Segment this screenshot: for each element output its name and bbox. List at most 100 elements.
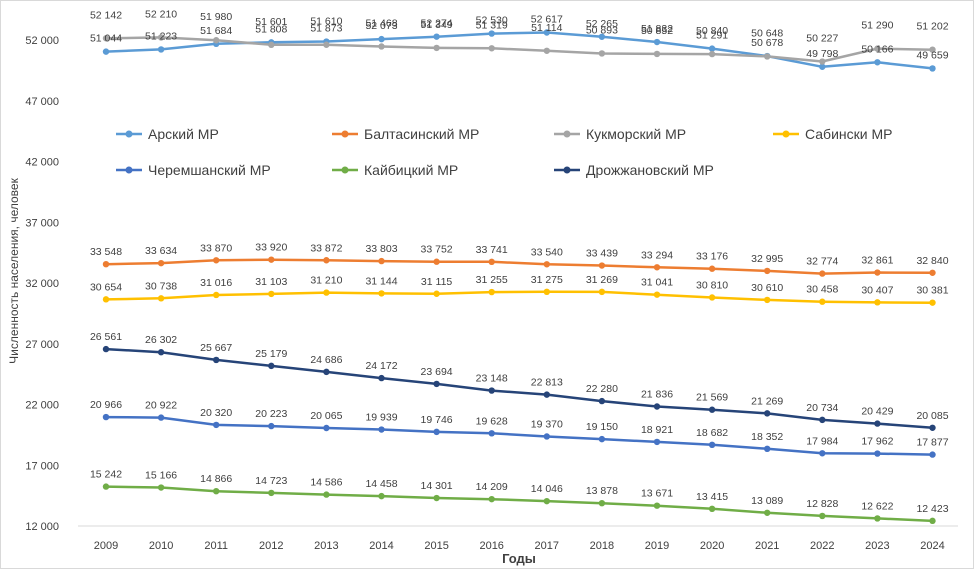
legend-label: Арский МР xyxy=(148,126,219,142)
data-label: 50 893 xyxy=(586,24,618,36)
legend-swatch-marker xyxy=(341,166,349,174)
x-tick-label: 2022 xyxy=(810,540,834,552)
data-label: 25 667 xyxy=(200,342,232,354)
legend-label: Кукморский МР xyxy=(586,126,686,142)
data-point xyxy=(653,291,661,298)
data-point xyxy=(378,257,385,265)
data-label: 12 828 xyxy=(806,498,838,510)
data-label: 32 840 xyxy=(916,255,948,267)
data-point xyxy=(268,422,275,430)
data-label: 17 962 xyxy=(861,436,893,448)
data-point xyxy=(488,30,495,37)
data-label: 13 878 xyxy=(586,485,618,497)
data-label: 19 150 xyxy=(586,421,618,433)
data-label: 20 320 xyxy=(200,407,232,419)
data-label: 32 861 xyxy=(861,255,893,267)
data-label: 13 671 xyxy=(641,488,673,500)
data-point xyxy=(653,502,661,509)
data-label: 30 381 xyxy=(916,285,948,297)
data-label: 24 172 xyxy=(365,360,397,372)
y-axis-title-group: Численность населения, человек xyxy=(7,177,21,363)
data-label: 19 628 xyxy=(476,415,508,427)
data-point xyxy=(764,267,771,275)
data-point xyxy=(213,257,220,264)
data-point xyxy=(323,41,330,48)
data-label: 51 873 xyxy=(310,23,342,35)
data-label: 14 301 xyxy=(421,480,453,492)
data-label: 15 242 xyxy=(90,469,122,481)
data-label: 23 694 xyxy=(421,366,453,378)
y-tick-label: 12 000 xyxy=(25,521,59,533)
data-label: 50 648 xyxy=(751,27,783,39)
data-point xyxy=(378,426,385,433)
data-label: 19 939 xyxy=(365,412,397,424)
data-label: 23 148 xyxy=(476,373,508,385)
data-label: 33 439 xyxy=(586,248,618,260)
data-label: 21 569 xyxy=(696,392,728,404)
data-label: 50 166 xyxy=(861,43,893,55)
data-point xyxy=(543,288,550,296)
data-point xyxy=(268,489,275,497)
series-line xyxy=(105,36,933,63)
data-point xyxy=(268,41,275,49)
y-tick-label: 32 000 xyxy=(25,278,59,290)
data-label: 31 255 xyxy=(476,274,508,286)
data-label: 51 610 xyxy=(310,16,342,28)
data-label: 33 548 xyxy=(90,246,122,258)
data-point xyxy=(653,264,661,271)
data-label: 33 294 xyxy=(641,249,673,261)
data-point xyxy=(268,362,275,370)
data-point xyxy=(323,289,330,296)
data-point xyxy=(819,63,826,70)
x-tick-label: 2019 xyxy=(645,540,669,552)
series-lines xyxy=(105,31,933,523)
data-point xyxy=(929,424,936,431)
x-tick-label: 2024 xyxy=(920,540,944,552)
data-label: 25 179 xyxy=(255,348,287,360)
data-label: 22 280 xyxy=(586,383,618,395)
data-point xyxy=(102,483,110,490)
data-point xyxy=(488,495,495,503)
data-label: 51 468 xyxy=(365,17,397,29)
data-label: 51 832 xyxy=(641,23,673,35)
x-tick-label: 2011 xyxy=(204,540,228,552)
data-point xyxy=(488,387,495,394)
data-point xyxy=(433,33,440,40)
data-point xyxy=(323,424,330,432)
data-point xyxy=(157,46,165,53)
data-point xyxy=(653,50,661,58)
data-label: 22 813 xyxy=(531,377,563,389)
data-label: 30 407 xyxy=(861,284,893,296)
legend-swatch-marker xyxy=(782,130,790,138)
data-point xyxy=(874,420,881,427)
y-tick-label: 52 000 xyxy=(25,35,59,47)
data-point xyxy=(708,505,716,513)
data-point xyxy=(874,299,881,306)
data-label: 50 840 xyxy=(696,25,728,37)
data-label: 13 089 xyxy=(751,495,783,507)
y-tick-labels: 12 000 17 000 22 000 27 000 32 000 37 000 42 0… xyxy=(25,35,59,533)
legend-label: Балтасинский МР xyxy=(364,126,479,142)
data-point xyxy=(157,484,165,491)
data-label: 20 085 xyxy=(916,410,948,422)
data-point xyxy=(708,406,716,413)
data-label: 30 738 xyxy=(145,280,177,292)
data-point xyxy=(929,517,936,525)
series-line xyxy=(105,347,933,430)
data-label: 52 073 xyxy=(365,20,397,32)
data-label: 50 852 xyxy=(641,25,673,37)
data-label: 17 877 xyxy=(916,437,948,449)
data-label: 14 866 xyxy=(200,473,232,485)
data-point xyxy=(213,291,220,299)
data-labels: 51 044 51 223 51 684 51 808 51 873 52 073 52 2… xyxy=(90,8,949,514)
data-point xyxy=(598,33,606,40)
data-point xyxy=(708,50,716,58)
y-axis-title: Численность населения, человек xyxy=(7,177,21,363)
data-label: 12 423 xyxy=(916,503,948,515)
data-point xyxy=(102,260,110,268)
data-label: 21 836 xyxy=(641,388,673,400)
data-point xyxy=(764,410,771,417)
data-label: 26 302 xyxy=(145,334,177,346)
data-point xyxy=(929,299,936,306)
